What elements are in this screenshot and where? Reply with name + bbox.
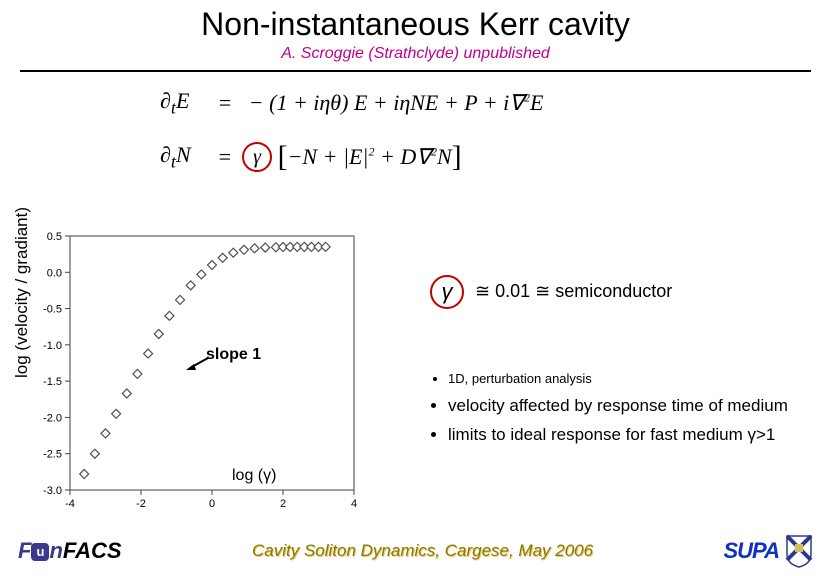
eq1-partial: ∂: [160, 88, 171, 113]
chart-xlabel: log (γ): [232, 467, 276, 485]
svg-text:2: 2: [280, 498, 286, 510]
chart: log (velocity / gradiant) 0.50.0-0.5-1.0…: [14, 228, 364, 518]
equations-block: ∂tE = − (1 + iηθ) E + iηNE + P + i∇2E ∂t…: [160, 88, 543, 196]
crest-icon: [785, 534, 813, 568]
svg-text:-1.5: -1.5: [43, 376, 62, 388]
bullet-1: 1D, perturbation analysis: [448, 369, 820, 389]
right-column: γ ≅ 0.01 ≅ semiconductor 1D, perturbatio…: [430, 275, 820, 452]
svg-text:4: 4: [351, 498, 357, 510]
chart-ylabel: log (velocity / gradiant): [12, 206, 32, 377]
left-bracket: [: [278, 140, 288, 174]
eq2-rhs-b: + D∇: [374, 144, 430, 169]
logo-facs: FACS: [63, 538, 122, 563]
svg-text:0: 0: [209, 498, 215, 510]
eq1-var: E: [176, 88, 189, 113]
gamma-circled-icon: γ: [242, 142, 272, 172]
svg-text:0.0: 0.0: [47, 267, 62, 279]
svg-text:0.5: 0.5: [47, 231, 62, 243]
bullet-list: 1D, perturbation analysis velocity affec…: [430, 369, 820, 448]
title-rule: [20, 70, 811, 72]
eq2-rhs-c: N: [437, 144, 452, 169]
bullet-2: velocity affected by response time of me…: [448, 393, 820, 419]
footer-text: Cavity Soliton Dynamics, Cargese, May 20…: [252, 541, 593, 561]
right-bracket: ]: [452, 140, 462, 174]
svg-text:-2: -2: [136, 498, 146, 510]
funfacs-logo: FunFACS: [18, 538, 122, 564]
bullet-3: limits to ideal response for fast medium…: [448, 422, 820, 448]
eq2-var: N: [176, 142, 191, 167]
supa-logo: SUPA: [724, 538, 780, 564]
logo-n: n: [49, 538, 62, 563]
svg-text:-0.5: -0.5: [43, 304, 62, 316]
logo-u-icon: u: [31, 543, 49, 561]
eq2-rhs-a: −N + |E|: [288, 144, 369, 169]
equation-1: ∂tE = − (1 + iηθ) E + iηNE + P + i∇2E: [160, 88, 543, 118]
gamma-note: γ ≅ 0.01 ≅ semiconductor: [430, 275, 820, 309]
equation-2: ∂tN = γ [ −N + |E|2 + D∇2N ]: [160, 140, 543, 174]
gamma-circled-icon-2: γ: [430, 275, 464, 309]
slide: Non-instantaneous Kerr cavity A. Scroggi…: [0, 0, 831, 576]
logo-f: F: [18, 538, 31, 563]
slope-label: slope 1: [206, 346, 261, 364]
slope-arrow-icon: [186, 356, 210, 372]
footer: FunFACS Cavity Soliton Dynamics, Cargese…: [0, 534, 831, 568]
svg-text:-2.0: -2.0: [43, 412, 62, 424]
eq1-rhs-b: E: [530, 90, 543, 115]
chart-svg: 0.5 0.0 -0.5 -1.0 -1.5 -2.0 -2.5 -3.0-4 -2 0 2 4: [14, 228, 364, 518]
gamma-approx-text: ≅ 0.01 ≅ semiconductor: [475, 281, 672, 301]
right-logos: SUPA: [724, 534, 814, 568]
eq1-rhs-a: = − (1 + iηθ) E + iηNE + P + i∇: [217, 90, 524, 115]
svg-text:-1.0: -1.0: [43, 340, 62, 352]
eq2-partial: ∂: [160, 142, 171, 167]
subtitle: A. Scroggie (Strathclyde) unpublished: [0, 45, 831, 63]
svg-text:-3.0: -3.0: [43, 485, 62, 497]
page-title: Non-instantaneous Kerr cavity: [0, 0, 831, 43]
svg-text:-2.5: -2.5: [43, 449, 62, 461]
svg-text:-4: -4: [65, 498, 75, 510]
